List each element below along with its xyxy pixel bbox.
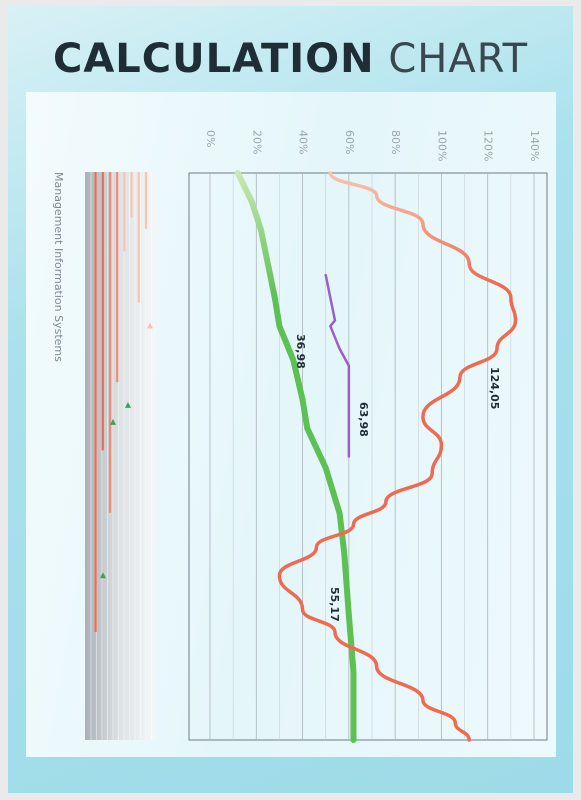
- data-label: 55,17: [328, 587, 341, 622]
- data-label: 63,98: [357, 402, 370, 437]
- title-bold: CALCULATION: [52, 36, 375, 82]
- side-marker: [110, 418, 116, 425]
- tick-label: 0%: [204, 130, 217, 147]
- series-line-green: [234, 170, 357, 743]
- tick-label: 120%: [482, 130, 495, 161]
- page-title: CALCULATION CHART: [0, 36, 581, 82]
- side-panel-label: Management Information Systems: [52, 172, 65, 362]
- title-light: CHART: [388, 36, 529, 82]
- series-line-red: [277, 171, 518, 742]
- data-label: 36,98: [294, 334, 307, 369]
- side-marker: [147, 322, 153, 329]
- tick-label: 100%: [435, 130, 448, 161]
- tick-label: 60%: [343, 130, 356, 154]
- tick-label: 20%: [250, 130, 263, 154]
- side-marker: [125, 401, 131, 408]
- tick-label: 40%: [297, 130, 310, 154]
- series-line-purple: [324, 273, 351, 458]
- tick-label: 140%: [528, 130, 541, 161]
- side-marker: [100, 572, 106, 579]
- plot-frame: [188, 172, 548, 741]
- tick-label: 80%: [389, 130, 402, 154]
- data-label: 124,05: [488, 367, 501, 409]
